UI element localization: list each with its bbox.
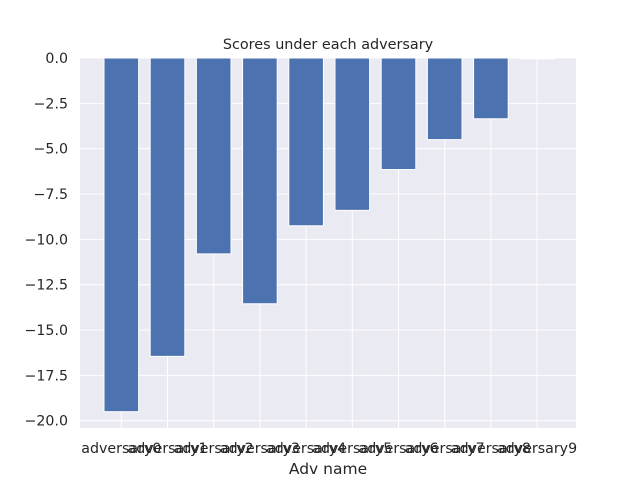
x-tick-label: adversary8 xyxy=(451,441,531,457)
bar-adversary9 xyxy=(519,57,555,60)
bars xyxy=(103,57,555,413)
y-tick-label: −15.0 xyxy=(25,323,68,339)
x-tick-label: adversary0 xyxy=(81,441,161,457)
y-tick-label: 0.0 xyxy=(45,51,68,67)
y-tick-label: −17.5 xyxy=(25,368,68,384)
y-tick-label: −10.0 xyxy=(25,232,68,248)
x-tick-label: adversary1 xyxy=(128,441,208,457)
chart-title: Scores under each adversary xyxy=(223,37,434,53)
x-axis-ticks: adversary0adversary1adversary2adversary3… xyxy=(81,441,577,457)
y-tick-label: −20.0 xyxy=(25,414,68,430)
x-tick-label: adversary2 xyxy=(174,441,254,457)
bar-adversary8 xyxy=(473,57,509,120)
bar-adversary6 xyxy=(380,57,417,171)
bar-adversary7 xyxy=(426,57,463,141)
x-tick-label: adversary6 xyxy=(359,441,439,457)
bar-adversary3 xyxy=(242,57,278,305)
y-tick-label: −12.5 xyxy=(25,278,68,294)
x-tick-label: adversary3 xyxy=(220,441,300,457)
bar-adversary1 xyxy=(149,57,186,357)
x-tick-label: adversary9 xyxy=(497,441,577,457)
x-tick-label: adversary4 xyxy=(266,441,346,457)
x-tick-label: adversary5 xyxy=(312,441,392,457)
bar-adversary0 xyxy=(103,57,140,413)
x-tick-label: adversary7 xyxy=(405,441,485,457)
bar-adversary5 xyxy=(334,57,371,211)
y-axis-ticks: 0.0 −2.5 −5.0 −7.5 −10.0 −12.5 −15.0 −17.5 −20.0 xyxy=(25,51,68,430)
y-tick-label: −7.5 xyxy=(34,187,68,203)
y-tick-label: −2.5 xyxy=(34,96,68,112)
y-tick-label: −5.0 xyxy=(34,142,68,158)
x-axis-label: Adv name xyxy=(289,460,367,478)
bar-adversary2 xyxy=(195,57,232,255)
bar-adversary4 xyxy=(288,57,324,227)
